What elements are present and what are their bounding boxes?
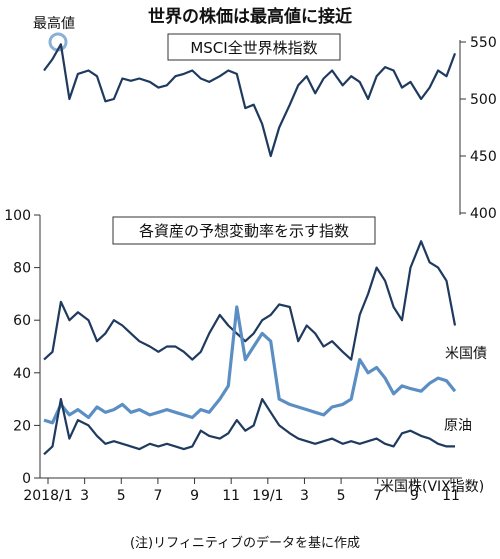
bottom-x-tick-label: 11 xyxy=(222,488,240,504)
top-y-tick-label: 450 xyxy=(470,149,497,165)
bottom-y-tick-label: 60 xyxy=(13,313,31,329)
top-chart-title: MSCI全世界株指数 xyxy=(190,39,317,57)
bottom-y-tick-label: 80 xyxy=(13,261,31,277)
bottom-y-tick-label: 20 xyxy=(13,418,31,434)
bottom-x-tick-label: 2018/1 xyxy=(23,488,72,504)
bottom-x-tick-label: 5 xyxy=(337,488,346,504)
bottom-chart-title: 各資産の予想変動率を示す指数 xyxy=(139,222,349,240)
bottom-x-tick-label: 5 xyxy=(117,488,126,504)
series-line-0 xyxy=(43,240,457,361)
bottom-y-tick-label: 40 xyxy=(13,366,31,382)
series-line-2 xyxy=(43,398,455,456)
bottom-chart-title-box xyxy=(112,216,376,245)
bottom-x-tick-label: 3 xyxy=(80,488,89,504)
bottom-x-tick-label: 19/1 xyxy=(252,488,283,504)
top-chart-ticks: 400 450 500 550 xyxy=(460,35,497,222)
series-label-0: 米国債 xyxy=(445,346,487,362)
series-label-1: 原油 xyxy=(444,418,472,434)
bottom-y-tick-label: 100 xyxy=(4,208,31,224)
msci-line xyxy=(43,43,457,158)
top-chart-title-box xyxy=(167,33,341,61)
bottom-x-tick-label: 7 xyxy=(373,488,382,504)
bottom-y-tick-label: 0 xyxy=(22,471,31,487)
main-title: 世界の株価は最高値に接近 xyxy=(148,6,352,27)
bottom-chart-ticks: 0 20 40 60 80 100 2018/1 3 5 7 9 11 19/1 3 5 7 9 11 xyxy=(4,208,460,504)
series-line-1 xyxy=(43,305,457,425)
bottom-x-tick-label: 3 xyxy=(300,488,309,504)
bottom-x-tick-label: 9 xyxy=(190,488,199,504)
top-chart-lines xyxy=(43,43,457,158)
bottom-x-tick-label: 9 xyxy=(410,488,419,504)
top-y-tick-label: 400 xyxy=(470,206,497,222)
peak-annotation: 最高値 xyxy=(33,15,75,32)
top-y-tick-label: 550 xyxy=(470,35,497,51)
bottom-chart-lines xyxy=(43,240,457,456)
bottom-x-tick-label: 11 xyxy=(442,488,460,504)
series-label-2: 米国株(VIX指数) xyxy=(380,479,484,495)
source-note: (注)リフィニティブのデータを基に作成 xyxy=(130,535,360,551)
bottom-x-tick-label: 7 xyxy=(153,488,162,504)
top-y-tick-label: 500 xyxy=(470,92,497,108)
